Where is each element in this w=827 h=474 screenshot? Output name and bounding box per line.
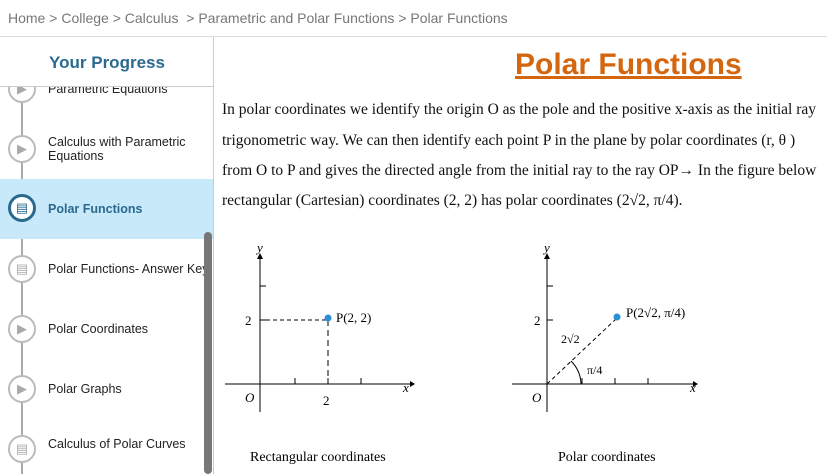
rectangular-figure: P(2, 2) 2 2 O y x Rectangular coordinate… bbox=[225, 240, 415, 465]
sidebar-item-label: Polar Functions bbox=[48, 202, 143, 216]
sidebar-item-calculus-parametric[interactable]: Calculus with Parametric Equations bbox=[0, 119, 213, 179]
play-icon: ▶ bbox=[8, 315, 36, 343]
point-p bbox=[324, 314, 332, 322]
sidebar-title: Your Progress bbox=[0, 37, 213, 87]
point-label: P(2√2, π/4) bbox=[626, 305, 685, 320]
x-axis-label: x bbox=[689, 380, 696, 395]
y-axis-arrow bbox=[257, 253, 263, 259]
y-tick-label: 2 bbox=[245, 313, 252, 328]
figure-caption: Rectangular coordinates bbox=[250, 450, 386, 465]
paragraph-line: trigonometric way. We can then identify … bbox=[222, 132, 796, 149]
figure-caption: Polar coordinates bbox=[558, 450, 656, 465]
sidebar-item-polar-coordinates[interactable]: Polar Coordinates bbox=[0, 299, 213, 359]
paragraph-line: In polar coordinates we identify the ori… bbox=[222, 101, 817, 118]
paragraph-line: from O to P and gives the directed angle… bbox=[222, 162, 817, 179]
coordinate-figures: P(2, 2) 2 2 O y x Rectangular coordinate… bbox=[225, 240, 698, 465]
progress-sidebar: Your Progress Parametric Equations ▶ Cal… bbox=[0, 37, 214, 474]
sidebar-item-label: Polar Graphs bbox=[48, 382, 122, 396]
y-axis-label: y bbox=[542, 240, 550, 255]
breadcrumb-home[interactable]: Home bbox=[8, 10, 46, 26]
document-icon: ▤ bbox=[8, 194, 36, 222]
x-axis-label: x bbox=[402, 380, 409, 395]
y-tick-label: 2 bbox=[534, 313, 541, 328]
breadcrumb-calculus[interactable]: Calculus bbox=[124, 10, 179, 26]
sidebar-item-calculus-polar[interactable]: Calculus of Polar Curves bbox=[0, 414, 213, 474]
page-title: Polar Functions bbox=[515, 48, 742, 81]
sidebar-item-polar-graphs[interactable]: Polar Graphs bbox=[0, 359, 213, 419]
play-icon: ▶ bbox=[8, 135, 36, 163]
document-icon: ▤ bbox=[8, 435, 36, 463]
paragraph-line: rectangular (Cartesian) coordinates (2, … bbox=[222, 192, 683, 209]
breadcrumb: Home > College > Calculus > Parametric a… bbox=[0, 0, 827, 37]
point-label: P(2, 2) bbox=[336, 310, 371, 325]
main-content: Polar Functions In polar coordinates we … bbox=[215, 37, 827, 474]
play-icon: ▶ bbox=[8, 375, 36, 403]
sidebar-item-label: Polar Coordinates bbox=[48, 322, 149, 336]
origin-label: O bbox=[532, 390, 542, 405]
sidebar-item-label: Polar Functions- Answer Key bbox=[48, 262, 209, 276]
sidebar-item-polar-functions[interactable]: Polar Functions bbox=[0, 179, 213, 239]
y-axis-label: y bbox=[255, 240, 263, 255]
x-axis-arrow bbox=[693, 381, 698, 387]
breadcrumb-parametric[interactable]: Parametric and Polar Functions bbox=[198, 10, 395, 26]
origin-label: O bbox=[245, 390, 255, 405]
y-axis-arrow bbox=[544, 253, 550, 259]
angle-arc bbox=[570, 360, 582, 385]
angle-label: π/4 bbox=[587, 363, 602, 377]
breadcrumb-current: Polar Functions bbox=[410, 10, 508, 26]
polar-figure: P(2√2, π/4) 2 2√2 π/4 O y x Polar coordi… bbox=[512, 240, 698, 465]
x-axis-arrow bbox=[410, 381, 415, 387]
document-icon: ▤ bbox=[8, 255, 36, 283]
sidebar-item-label: Calculus of Polar Curves bbox=[48, 437, 186, 451]
sidebar-item-label: Calculus with Parametric Equations bbox=[48, 135, 186, 163]
x-tick-label: 2 bbox=[323, 393, 330, 408]
sidebar-scrollbar[interactable] bbox=[204, 232, 212, 474]
radius-label: 2√2 bbox=[561, 332, 580, 346]
radius-line bbox=[546, 317, 618, 385]
sidebar-item-answer-key[interactable]: Polar Functions- Answer Key bbox=[0, 239, 213, 299]
breadcrumb-college[interactable]: College bbox=[61, 10, 109, 26]
point-p bbox=[613, 313, 621, 321]
